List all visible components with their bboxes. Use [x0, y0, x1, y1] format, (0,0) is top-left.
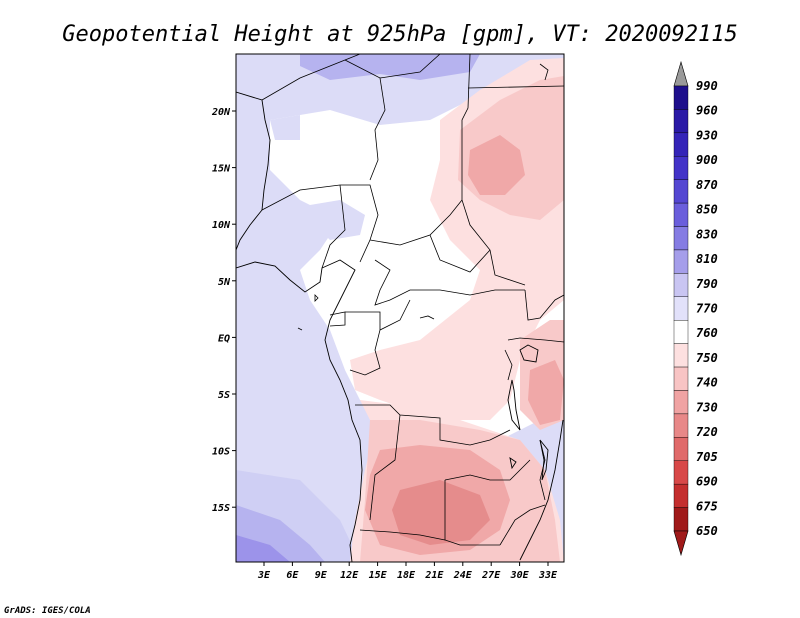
colorbar-bottom-arrow	[673, 530, 689, 557]
colorbar-swatch	[673, 460, 689, 485]
credit-text: GrADS: IGES/COLA	[4, 606, 91, 616]
colorbar-swatch	[673, 273, 689, 297]
colorbar-label: 740	[696, 376, 718, 390]
colorbar-label: 930	[696, 128, 718, 142]
map-frame	[235, 53, 565, 563]
colorbar-swatch	[673, 296, 689, 321]
x-tick-label: 6E	[286, 570, 299, 581]
colorbar-swatch	[673, 249, 689, 274]
lake-victoria	[519, 344, 539, 363]
y-tick-label: EQ	[218, 333, 230, 344]
x-tick-label: 21E	[424, 570, 444, 581]
lake-malawi	[539, 439, 549, 481]
colorbar-label: 810	[696, 252, 718, 266]
x-axis: 3E 6E 9E 12E 15E 18E 21E 24E 27E 30E 33E	[257, 562, 558, 581]
x-tick-label: 24E	[453, 570, 473, 581]
colorbar-swatch	[673, 156, 689, 180]
colorbar-label: 790	[696, 277, 718, 291]
x-tick-label: 18E	[397, 570, 416, 581]
x-tick-label: 15E	[369, 570, 388, 581]
colorbar-swatch	[673, 132, 689, 157]
colorbar-label: 960	[696, 104, 718, 118]
y-tick-label: 10S	[212, 447, 230, 458]
ocean-810-band	[236, 535, 290, 562]
blue-patch-sahara	[270, 115, 300, 140]
x-tick-label: 3E	[257, 570, 271, 581]
colorbar-label: 650	[696, 524, 718, 538]
colorbar-swatch	[673, 226, 689, 251]
coastline-east-africa	[519, 419, 564, 561]
coastline-west-sahara	[236, 91, 271, 251]
blue-patch-west-africa	[310, 200, 365, 240]
colorbar-label: 675	[696, 499, 718, 513]
chart-title: Geopotential Height at 925hPa [gpm], VT:…	[62, 22, 738, 47]
lake-tanganyika	[507, 379, 521, 431]
colorbar-label: 990	[696, 79, 718, 93]
colorbar-swatch	[673, 320, 689, 344]
colorbar-swatch	[673, 437, 689, 461]
map-panel	[236, 54, 564, 562]
colorbar-top-arrow	[673, 60, 689, 87]
colorbar-label: 850	[696, 203, 718, 217]
y-tick-label: 15N	[212, 164, 231, 175]
colorbar-swatch	[673, 390, 689, 415]
x-tick-label: 9E	[315, 570, 328, 581]
x-tick-label: 33E	[538, 570, 558, 581]
colorbar-label: 750	[696, 351, 718, 365]
colorbar-swatch	[673, 507, 689, 532]
pink-720-south-core	[392, 480, 490, 545]
colorbar-swatch	[673, 85, 689, 110]
colorbar-swatch	[673, 343, 689, 368]
colorbar-label: 690	[696, 475, 718, 489]
y-tick-label: 20N	[211, 107, 231, 118]
lakes	[419, 315, 549, 481]
colorbar: 990 960 930 900 870 850 830 810 790 770 760 750 740 7…	[673, 60, 718, 557]
colorbar-label: 900	[696, 153, 718, 167]
country-borders	[261, 54, 564, 546]
colorbar-label: 705	[696, 450, 718, 464]
pink-730-northeast-core	[468, 135, 525, 195]
colorbar-swatch	[673, 366, 689, 391]
y-tick-label: 10N	[212, 220, 231, 231]
y-axis: 20N 15N 10N 5N EQ 5S 10S 15S	[211, 107, 236, 514]
y-tick-label: 5N	[218, 277, 231, 288]
colorbar-swatch	[673, 483, 689, 508]
x-tick-label: 30E	[510, 570, 530, 581]
colorbar-swatch	[673, 179, 689, 204]
colorbar-swatch	[673, 413, 689, 438]
colorbar-label: 720	[696, 425, 718, 439]
y-tick-label: 5S	[218, 390, 230, 401]
colorbar-label: 730	[696, 400, 718, 414]
colorbar-swatch	[673, 109, 689, 134]
x-tick-label: 12E	[340, 570, 359, 581]
colorbar-swatch	[673, 202, 689, 227]
small-islands	[297, 63, 549, 331]
colorbar-label: 870	[696, 178, 718, 192]
colorbar-label: 770	[696, 302, 718, 316]
pink-730-east-core	[528, 360, 564, 425]
colorbar-label: 760	[696, 326, 718, 340]
colorbar-label: 830	[696, 227, 718, 241]
north-purple-patch	[300, 54, 480, 80]
x-tick-label: 27E	[481, 570, 501, 581]
y-tick-label: 15S	[212, 503, 230, 514]
coastline-west-central-africa	[236, 259, 363, 562]
